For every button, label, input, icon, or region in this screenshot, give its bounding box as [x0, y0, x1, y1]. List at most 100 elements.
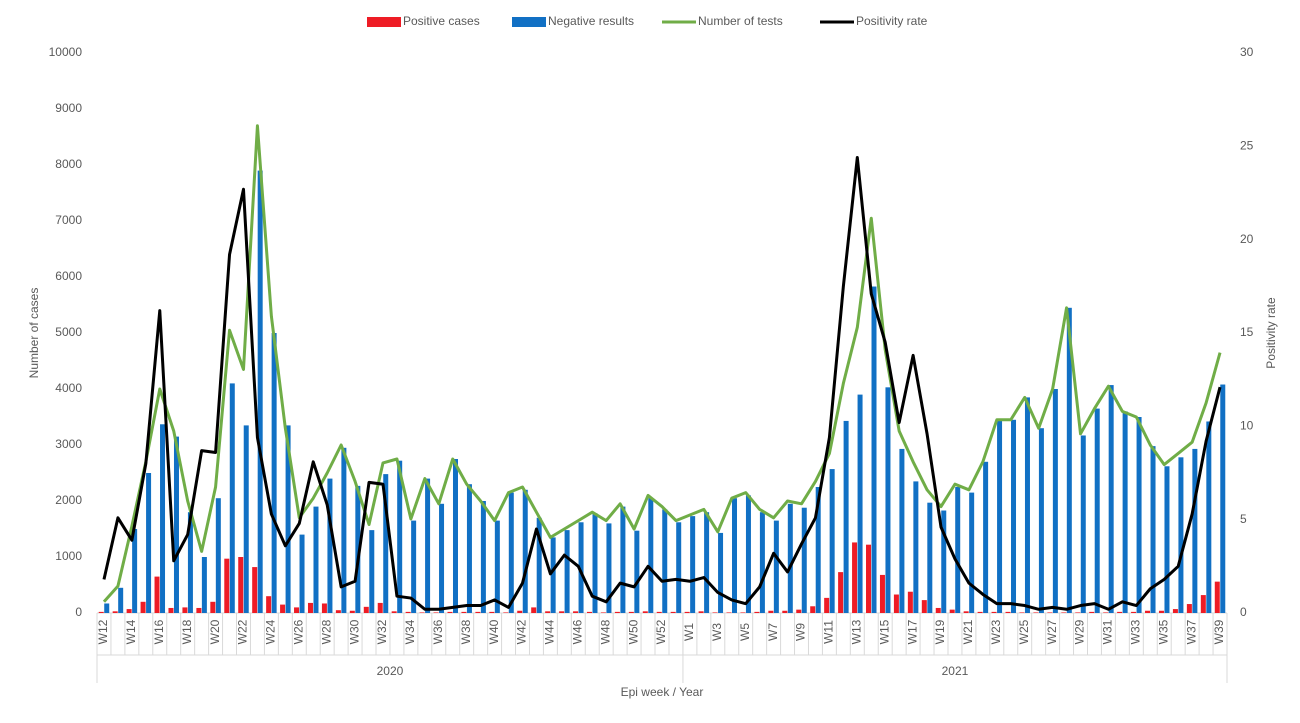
y-tick-label: 5000	[55, 325, 82, 339]
bar	[1103, 612, 1109, 613]
bar	[1075, 612, 1081, 613]
bar	[411, 520, 417, 613]
legend-label: Negative results	[548, 14, 634, 28]
bar	[1066, 307, 1072, 613]
bar	[1122, 411, 1128, 613]
bar	[98, 611, 104, 613]
x-tick-label: W31	[1101, 619, 1115, 644]
bar	[977, 611, 983, 613]
y2-tick-label: 20	[1240, 232, 1254, 246]
x-tick-label: W34	[403, 619, 417, 644]
bar	[698, 611, 704, 613]
x-tick-label: W46	[570, 619, 584, 644]
bar	[531, 607, 537, 613]
bar	[503, 612, 509, 613]
bar	[1136, 417, 1142, 613]
bar	[879, 574, 885, 613]
bar	[461, 611, 467, 613]
y-tick-label: 0	[75, 605, 82, 619]
x-tick-label: W14	[124, 619, 138, 644]
bar	[224, 558, 230, 613]
bar	[969, 492, 975, 613]
x-tick-label: W36	[431, 619, 445, 644]
x-tick-label: W26	[291, 619, 305, 644]
bar	[586, 611, 592, 613]
bar	[759, 512, 765, 613]
x-tick-label: W3	[710, 623, 724, 641]
bar	[118, 587, 124, 613]
y-tick-label: 10000	[49, 45, 83, 59]
bar	[745, 495, 751, 613]
bar	[648, 498, 654, 613]
bar	[1019, 612, 1025, 613]
bar	[732, 498, 738, 613]
bar	[397, 460, 403, 613]
bar	[132, 529, 138, 613]
bar	[801, 507, 807, 613]
bar	[146, 473, 152, 613]
bar	[341, 447, 347, 613]
bar	[642, 611, 648, 613]
bar	[160, 424, 166, 613]
y2-tick-label: 5	[1240, 512, 1247, 526]
bar	[307, 602, 313, 613]
x-tick-label: W1	[682, 623, 696, 641]
y-tick-label: 7000	[55, 213, 82, 227]
x-tick-label: W37	[1184, 619, 1198, 644]
x-tick-label: W18	[180, 619, 194, 644]
bar	[294, 607, 300, 613]
bar	[1158, 610, 1164, 613]
y2-tick-label: 30	[1240, 45, 1254, 59]
bar	[419, 612, 425, 613]
legend-swatch	[512, 17, 546, 27]
bar	[1214, 581, 1220, 613]
x-tick-label: W19	[933, 619, 947, 644]
bar	[935, 607, 941, 613]
bar	[824, 597, 830, 613]
bar	[773, 520, 779, 613]
bar	[690, 516, 696, 613]
legend-swatch	[367, 17, 401, 27]
bar	[592, 513, 598, 613]
bar	[1047, 612, 1053, 613]
x-tick-label: W52	[654, 619, 668, 644]
bar	[829, 469, 835, 613]
x-tick-label: W15	[877, 619, 891, 644]
bar	[1033, 612, 1039, 613]
bar	[377, 602, 383, 613]
bar	[335, 610, 341, 613]
legend-label: Number of tests	[698, 14, 783, 28]
x-tick-label: W33	[1128, 619, 1142, 644]
bar	[1038, 428, 1044, 613]
bar	[257, 170, 263, 613]
bar	[704, 512, 710, 613]
line	[102, 124, 1222, 603]
bar	[949, 609, 955, 613]
bar	[1052, 389, 1058, 613]
group-label: 2020	[377, 664, 404, 678]
bar	[439, 503, 445, 613]
bar	[815, 487, 821, 613]
x-tick-label: W20	[208, 619, 222, 644]
y2-tick-label: 10	[1240, 419, 1254, 433]
bar	[634, 530, 640, 613]
bar	[662, 509, 668, 613]
bar	[941, 510, 947, 613]
bar	[545, 611, 551, 613]
bar	[997, 419, 1003, 613]
bar	[363, 606, 369, 613]
bar	[1172, 609, 1178, 613]
bar	[383, 474, 389, 613]
bar	[1220, 384, 1226, 613]
bar	[1145, 610, 1151, 613]
group-label: 2021	[942, 664, 969, 678]
x-tick-label: W16	[152, 619, 166, 644]
bar	[983, 461, 989, 613]
bar	[154, 576, 160, 613]
bar	[1192, 448, 1198, 613]
bar	[991, 611, 997, 613]
bar	[852, 542, 858, 613]
x-tick-label: W38	[459, 619, 473, 644]
bar	[266, 596, 272, 613]
x-tick-label: W44	[543, 619, 557, 644]
